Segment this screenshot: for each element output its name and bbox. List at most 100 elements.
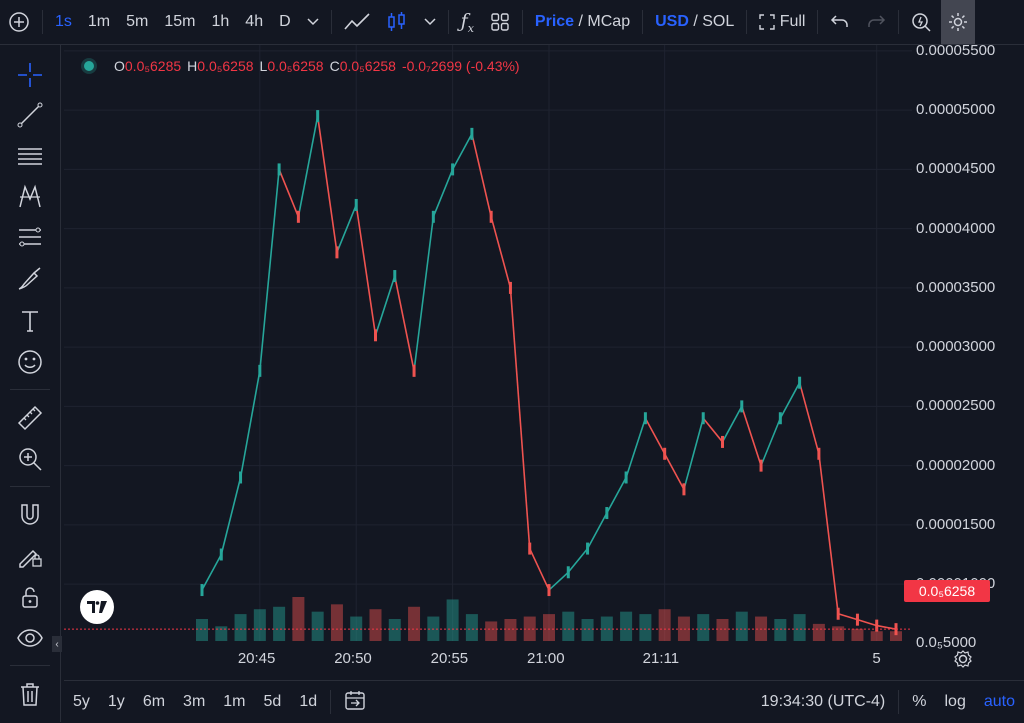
range-3m[interactable]: 3m	[183, 693, 206, 710]
line-chart-button[interactable]	[336, 0, 378, 44]
price-point	[547, 584, 551, 597]
volume-bar	[890, 631, 902, 641]
lock-drawings-tool[interactable]	[12, 538, 48, 574]
undo-icon	[831, 15, 849, 27]
clock[interactable]: 19:34:30 (UTC-4)	[760, 693, 886, 710]
last-price-tag: 0.0₅6258	[904, 580, 990, 602]
delete-drawings-tool[interactable]	[12, 676, 48, 712]
smiley-icon	[18, 350, 42, 374]
volume-bar	[485, 621, 498, 641]
price-point	[701, 412, 705, 425]
emoji-tool[interactable]	[12, 344, 48, 380]
range-1d[interactable]: 1d	[299, 693, 318, 710]
quick-search-button[interactable]	[903, 0, 941, 44]
tradingview-logo[interactable]	[80, 590, 114, 624]
log-toggle[interactable]: log	[944, 693, 966, 710]
close-value: 0.0₅6258	[339, 58, 396, 74]
zoom-tool[interactable]	[12, 441, 48, 477]
change-value: -0.0₇2699 (-0.43%)	[401, 58, 520, 74]
calendar-icon	[345, 690, 365, 710]
interval-dropdown[interactable]	[299, 0, 327, 44]
crosshair-tool[interactable]	[12, 57, 48, 93]
price-tick-label: 0.00005500	[916, 41, 996, 59]
brush-tool[interactable]	[12, 261, 48, 297]
grid-icon	[491, 13, 509, 31]
range-5d[interactable]: 5d	[263, 693, 282, 710]
time-tick-label: 20:45	[237, 650, 276, 667]
price-segment	[297, 115, 319, 217]
volume-bar	[465, 614, 478, 641]
lock-tool[interactable]	[12, 579, 48, 615]
trend-line-tool[interactable]	[12, 97, 48, 133]
redo-button[interactable]	[858, 0, 894, 44]
price-segment	[336, 204, 357, 253]
price-segment	[548, 571, 569, 591]
price-segment	[259, 169, 280, 371]
undo-button[interactable]	[822, 0, 858, 44]
volume-bar	[851, 628, 864, 641]
range-1m[interactable]: 1m	[223, 693, 246, 710]
interval-15m[interactable]: 15m	[164, 13, 196, 30]
volume-bar	[196, 619, 208, 641]
fullscreen-button[interactable]: Full	[751, 0, 813, 44]
pattern-tool[interactable]	[12, 179, 48, 215]
quick-search-icon	[912, 13, 931, 32]
collapse-handle[interactable]: ‹	[52, 636, 62, 652]
range-1y[interactable]: 1y	[107, 693, 125, 710]
currency-toggle[interactable]: USD / SOL	[647, 0, 742, 44]
settings-button[interactable]	[941, 0, 976, 44]
price-point	[431, 210, 435, 223]
price-tick-label: 0.00003500	[916, 278, 996, 296]
price-tick-label: 0.00003000	[916, 338, 996, 356]
price-point	[489, 210, 493, 223]
price-mcap-toggle[interactable]: Price / MCap	[527, 0, 638, 44]
volume-bar	[388, 619, 401, 641]
plus-circle-icon	[9, 12, 29, 32]
volume-bar	[446, 599, 459, 641]
fib-tool[interactable]	[12, 220, 48, 256]
volume-bar	[677, 616, 690, 641]
interval-1m[interactable]: 1m	[87, 13, 111, 30]
chart-type-dropdown[interactable]	[416, 0, 444, 44]
axis-settings-button[interactable]	[952, 648, 974, 675]
interval-1s[interactable]: 1s	[55, 13, 72, 30]
percent-toggle[interactable]: %	[912, 693, 927, 710]
price-point	[258, 364, 262, 377]
price-tick-label: 0.0₅5000	[916, 634, 977, 652]
price-chart[interactable]	[64, 45, 912, 641]
interval-d[interactable]: D	[279, 13, 291, 30]
layouts-button[interactable]	[482, 0, 518, 44]
sol-label: / SOL	[693, 13, 735, 30]
price-point	[354, 198, 358, 211]
drawing-toolbar	[0, 45, 61, 722]
hide-drawings-tool[interactable]	[12, 620, 48, 656]
price-segment	[201, 554, 222, 591]
indicators-button[interactable]: ƒx	[453, 0, 482, 44]
text-tool[interactable]	[12, 303, 48, 339]
range-5y[interactable]: 5y	[73, 693, 90, 710]
low-key: L	[259, 58, 268, 74]
add-symbol-button[interactable]	[0, 0, 38, 44]
high-value: 0.0₅6258	[197, 58, 254, 74]
price-segment	[741, 406, 762, 466]
volume-bar	[697, 614, 710, 641]
price-point	[335, 246, 339, 259]
time-tick-label: 21:00	[527, 650, 565, 667]
price-point	[663, 447, 667, 460]
horizontal-lines-tool[interactable]	[12, 138, 48, 174]
interval-4h[interactable]: 4h	[245, 13, 264, 30]
range-6m[interactable]: 6m	[142, 693, 166, 710]
magnet-tool[interactable]	[12, 497, 48, 533]
interval-5m[interactable]: 5m	[126, 13, 149, 30]
price-point	[855, 613, 859, 626]
volume-bar	[369, 609, 382, 641]
volume-bar	[735, 611, 748, 641]
price-point	[296, 210, 300, 223]
price-axis[interactable]: 0.00005500 0.00005000 0.00004500 0.00004000…	[912, 41, 1024, 651]
interval-1h[interactable]: 1h	[211, 13, 230, 30]
go-to-date-button[interactable]	[335, 689, 375, 716]
auto-toggle[interactable]: auto	[983, 693, 1015, 710]
price-tick-label: 0.00001500	[916, 515, 996, 533]
measure-tool[interactable]	[12, 400, 48, 436]
candles-button[interactable]	[378, 0, 416, 44]
